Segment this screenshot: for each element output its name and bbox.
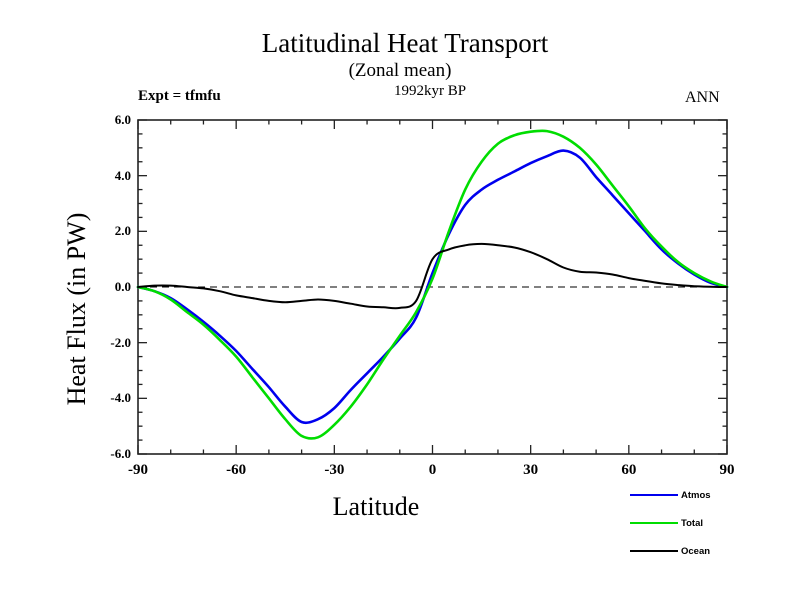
chart-date-annotation: 1992kyr BP [393,83,467,99]
legend-line-total [630,522,678,524]
x-tick-label: 30 [523,462,539,478]
y-tick-label: 6.0 [114,112,131,127]
curve-total [136,129,729,440]
x-tick-label: 0 [428,462,437,478]
x-tick-label: -60 [226,462,247,478]
season-label: ANN [685,89,720,106]
y-tick-label: -2.0 [110,334,131,350]
legend-line-ocean [630,550,678,552]
experiment-label: Expt = tfmfu [138,88,221,104]
legend-label-total: Total [681,517,703,529]
y-tick-label: 2.0 [114,223,131,239]
x-axis-title: Latitude [332,492,420,521]
legend-label-atmos: Atmos [681,489,711,501]
legend-item-atmos: Atmos [630,489,711,501]
curve-ocean [137,242,728,310]
chart-subtitle: (Zonal mean) [348,60,452,81]
y-tick-label: 0.0 [114,279,131,294]
legend-item-total: Total [630,517,703,529]
y-tick-label: 4.0 [114,167,131,183]
legend-item-ocean: Ocean [630,545,710,557]
x-tick-label: 60 [621,462,637,478]
x-tick-label: -90 [128,462,148,478]
legend-label-ocean: Ocean [681,545,711,557]
y-tick-label: -4.0 [110,390,131,406]
x-tick-label: 90 [719,462,735,478]
y-tick-label: -6.0 [110,446,131,461]
x-tick-label: -30 [324,462,345,478]
legend-line-atmos [630,494,678,496]
chart-title: Latitudinal Heat Transport [261,28,549,58]
curve-atmos [136,149,729,425]
